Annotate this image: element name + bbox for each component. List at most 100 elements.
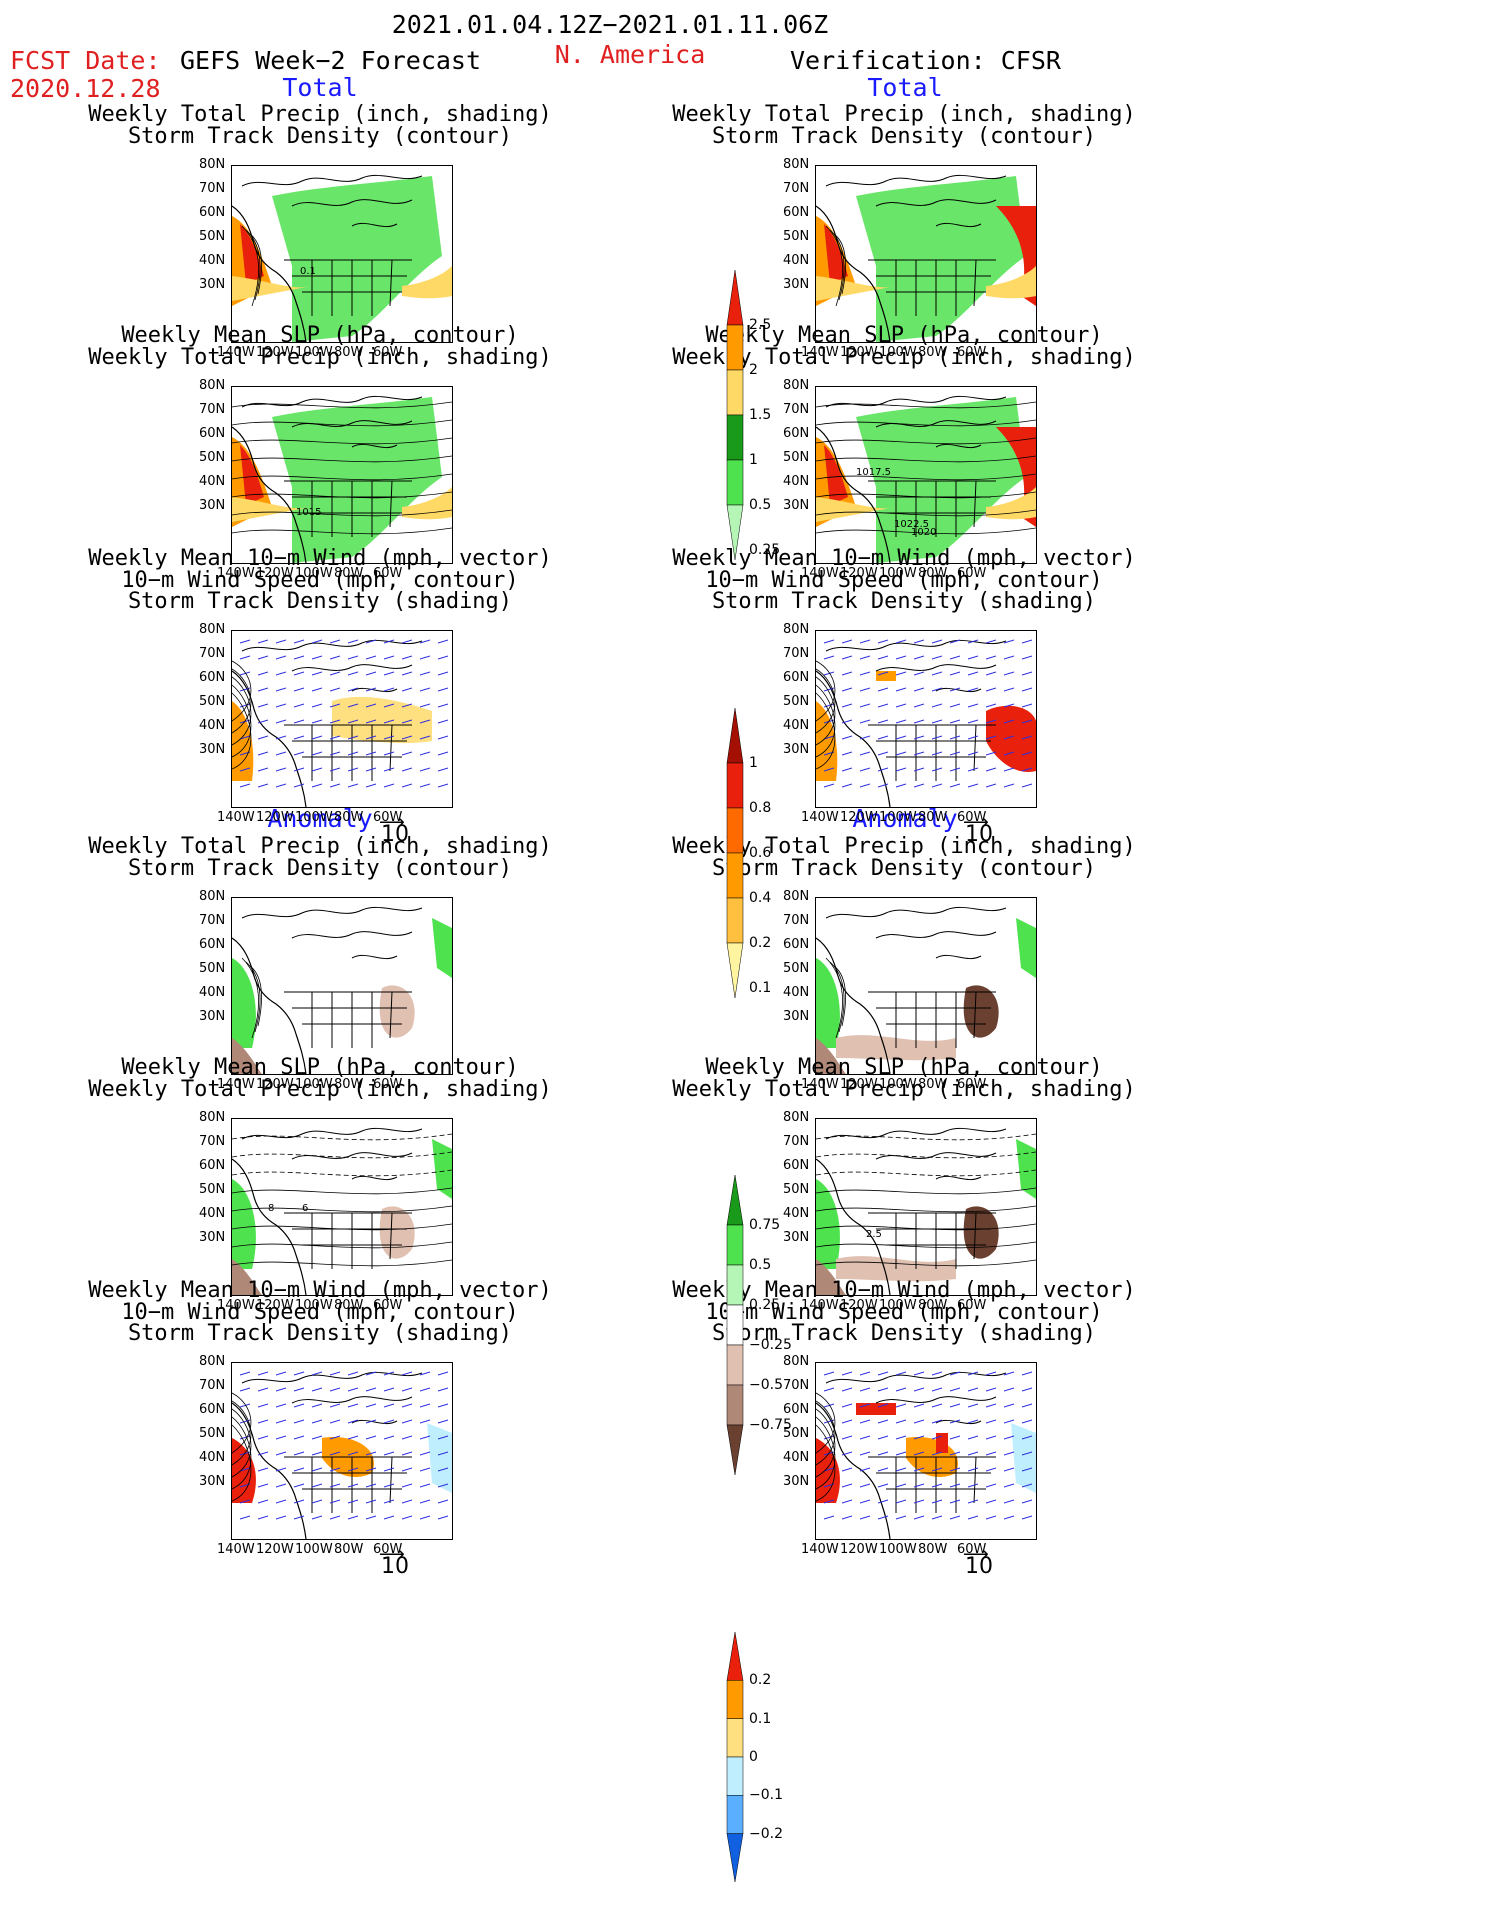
lon-tick-label: 120W	[840, 345, 878, 360]
lon-tick-label: 140W	[801, 1298, 839, 1313]
lon-tick-label: 140W	[801, 345, 839, 360]
colorbar-tick-label: 0.5	[749, 497, 772, 513]
lat-tick-label: 80N	[783, 378, 810, 393]
colorbar-tick-label: 2.5	[749, 317, 772, 333]
lon-tick-label: 100W	[295, 1077, 333, 1092]
panel-title-line: Weekly Mean 10−m Wind (mph, vector)	[672, 546, 1136, 571]
map-plot: 2.5	[816, 1127, 1036, 1295]
fcst-date-value: 2020.12.28	[10, 74, 161, 103]
colorbar-tick-label: −0.25	[749, 1337, 792, 1353]
lat-tick-label: 70N	[199, 402, 226, 417]
lon-tick-label: 60W	[373, 345, 403, 360]
contour-label: 1022.5	[894, 519, 929, 530]
lon-tick-label: 140W	[801, 1077, 839, 1092]
colorbar-precip-anom	[725, 1175, 745, 1475]
panel-title-line: Storm Track Density (shading)	[127, 589, 513, 614]
colorbar-tick-label: −0.1	[749, 1787, 783, 1804]
vector-reference-value: 10	[965, 1554, 993, 1579]
contour-label: 1015	[296, 507, 321, 518]
lon-tick-label: 120W	[840, 1298, 878, 1313]
lat-tick-label: 70N	[783, 646, 810, 661]
lon-tick-label: 120W	[256, 1077, 294, 1092]
panel-title-line: Storm Track Density (contour)	[127, 855, 513, 881]
lat-tick-label: 50N	[199, 961, 226, 976]
lon-tick-label: 60W	[957, 566, 987, 581]
colorbar-tick-label: 0.75	[749, 1217, 781, 1233]
map-fcst-slp: 1015	[231, 386, 453, 564]
panel-title-line: Storm Track Density (contour)	[711, 855, 1097, 881]
lon-tick-label: 120W	[256, 810, 294, 825]
colorbar-tick-label: 0.2	[749, 935, 772, 951]
lon-tick-label: 140W	[801, 566, 839, 581]
lon-tick-label: 140W	[217, 1542, 255, 1557]
lat-tick-label: 70N	[783, 181, 810, 196]
map-obs-wind	[815, 630, 1037, 808]
lat-tick-label: 60N	[783, 1158, 810, 1173]
contour-label: 0.1	[300, 266, 316, 277]
lon-tick-label: 80W	[334, 1077, 364, 1092]
lon-tick-label: 80W	[918, 566, 948, 581]
lat-tick-label: 60N	[783, 670, 810, 685]
lat-tick-label: 40N	[783, 985, 810, 1000]
colorbar-precip	[725, 270, 745, 560]
lat-tick-label: 70N	[783, 913, 810, 928]
panel-title-line: Weekly Total Precip (inch, shading)	[88, 344, 552, 370]
panel-title-line: Weekly Total Precip (inch, shading)	[672, 834, 1136, 859]
lat-tick-label: 70N	[783, 1378, 810, 1393]
contour-label: 2.5	[866, 1229, 882, 1240]
lon-tick-label: 120W	[840, 566, 878, 581]
colorbar-tick-label: 0.1	[749, 980, 772, 996]
fcst-date-label: FCST Date:	[10, 46, 161, 75]
lat-tick-label: 80N	[199, 378, 226, 393]
lon-tick-label: 140W	[801, 1542, 839, 1557]
lat-tick-label: 30N	[199, 1474, 226, 1489]
colorbar-tick-label: 0.25	[749, 1297, 781, 1313]
map-plot: 0.1	[232, 174, 452, 342]
lon-tick-label: 140W	[217, 345, 255, 360]
lat-tick-label: 50N	[783, 229, 810, 244]
lat-tick-label: 40N	[199, 253, 226, 268]
lat-tick-label: 30N	[199, 277, 226, 292]
lat-tick-label: 70N	[199, 181, 226, 196]
panel-title-line: Weekly Total Precip (inch, shading)	[88, 834, 552, 859]
lon-tick-label: 60W	[957, 1298, 987, 1313]
lon-tick-label: 100W	[879, 1298, 917, 1313]
panel-title-line: Weekly Total Precip (inch, shading)	[88, 1076, 552, 1102]
colorbar-tick-label: −0.2	[749, 1825, 783, 1842]
lon-tick-label: 100W	[879, 1542, 917, 1557]
panel-title-line: Storm Track Density (shading)	[711, 1321, 1097, 1346]
lat-tick-label: 80N	[199, 889, 226, 904]
section-anomaly-right: Anomaly	[852, 804, 958, 833]
lat-tick-label: 40N	[199, 985, 226, 1000]
lon-tick-label: 80W	[918, 1298, 948, 1313]
lon-tick-label: 100W	[295, 810, 333, 825]
lat-tick-label: 40N	[783, 1450, 810, 1465]
lon-tick-label: 140W	[217, 566, 255, 581]
map-obs-slp: 1017.5 1022.5 1020	[815, 386, 1037, 564]
lon-tick-label: 80W	[334, 1298, 364, 1313]
map-plot: 1015	[232, 395, 452, 563]
lon-tick-label: 60W	[373, 566, 403, 581]
panel-title-line: Weekly Total Precip (inch, shading)	[672, 344, 1136, 370]
vector-reference-value: 10	[381, 822, 409, 847]
lat-tick-label: 60N	[199, 1402, 226, 1417]
colorbar-track	[725, 708, 745, 998]
lon-tick-label: 60W	[957, 345, 987, 360]
panel-title-line: Weekly Total Precip (inch, shading)	[88, 102, 552, 127]
section-total-right: Total	[867, 73, 943, 102]
lat-tick-label: 50N	[783, 1182, 810, 1197]
lon-tick-label: 80W	[334, 566, 364, 581]
lon-tick-label: 140W	[217, 1077, 255, 1092]
lat-tick-label: 50N	[199, 1182, 226, 1197]
panel-title-line: 10−m Wind Speed (mph, contour)	[705, 567, 1103, 593]
date-range-title: 2021.01.04.12Z−2021.01.11.06Z	[391, 10, 829, 39]
panel-title-line: 10−m Wind Speed (mph, contour)	[705, 1299, 1103, 1325]
lat-tick-label: 80N	[783, 622, 810, 637]
colorbar-tick-label: 0.4	[749, 890, 772, 906]
lat-tick-label: 80N	[783, 889, 810, 904]
map-obs-aslp: 2.5	[815, 1118, 1037, 1296]
map-plot	[816, 174, 1036, 342]
lat-tick-label: 50N	[783, 450, 810, 465]
